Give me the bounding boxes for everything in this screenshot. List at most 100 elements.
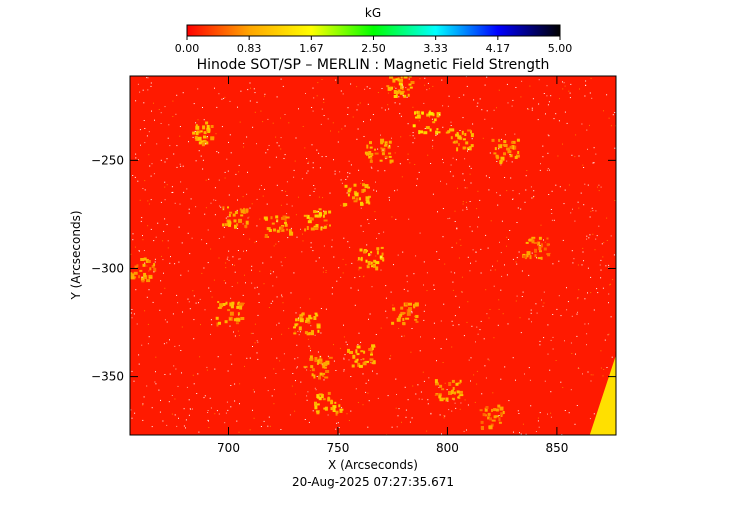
noise-pixel xyxy=(535,431,537,432)
noise-pixel xyxy=(166,321,168,323)
noise-pixel xyxy=(498,148,500,150)
noise-pixel xyxy=(550,416,552,418)
noise-pixel xyxy=(559,186,561,188)
noise-pixel xyxy=(207,419,209,421)
noise-pixel xyxy=(250,87,251,89)
noise-pixel xyxy=(176,166,178,168)
noise-pixel xyxy=(584,183,586,185)
noise-pixel xyxy=(290,292,292,294)
noise-pixel xyxy=(423,319,425,321)
noise-pixel xyxy=(306,172,308,174)
noise-pixel xyxy=(423,284,424,286)
noise-pixel xyxy=(188,141,189,143)
noise-pixel xyxy=(243,234,245,235)
noise-pixel xyxy=(238,335,240,336)
noise-pixel xyxy=(590,276,592,278)
noise-pixel xyxy=(304,419,306,420)
noise-pixel xyxy=(537,417,539,419)
noise-pixel xyxy=(590,380,592,382)
noise-pixel xyxy=(150,175,152,177)
noise-pixel xyxy=(608,302,609,304)
noise-pixel xyxy=(511,105,513,107)
field-feature-pixel xyxy=(370,347,373,352)
noise-pixel xyxy=(242,223,244,225)
noise-pixel xyxy=(205,143,207,145)
noise-pixel xyxy=(467,404,469,406)
noise-pixel xyxy=(204,395,206,397)
field-feature-pixel xyxy=(133,271,138,275)
noise-pixel xyxy=(604,339,606,341)
noise-pixel xyxy=(307,162,309,164)
field-feature-pixel xyxy=(503,152,506,156)
noise-pixel xyxy=(409,421,411,423)
noise-pixel xyxy=(530,312,532,314)
noise-pixel xyxy=(314,387,316,389)
field-feature-pixel xyxy=(435,130,439,135)
noise-pixel xyxy=(350,164,352,166)
field-feature-pixel xyxy=(387,86,392,91)
noise-pixel xyxy=(239,403,240,405)
noise-pixel xyxy=(395,87,397,89)
noise-pixel xyxy=(528,367,530,369)
noise-pixel xyxy=(356,138,358,140)
noise-pixel xyxy=(547,413,548,415)
field-feature-pixel xyxy=(449,128,453,132)
field-feature-pixel xyxy=(134,265,138,269)
field-feature-pixel xyxy=(399,78,403,82)
field-feature-pixel xyxy=(298,326,302,331)
field-feature-pixel xyxy=(235,317,240,322)
noise-pixel xyxy=(401,176,403,178)
field-feature-pixel xyxy=(200,140,204,144)
field-feature-pixel xyxy=(371,265,373,268)
noise-pixel xyxy=(506,160,508,162)
noise-pixel xyxy=(294,393,296,395)
noise-pixel xyxy=(264,377,266,379)
noise-pixel xyxy=(201,272,203,274)
noise-pixel xyxy=(147,77,149,79)
noise-pixel xyxy=(531,252,533,254)
noise-pixel xyxy=(179,126,181,127)
field-feature-pixel xyxy=(303,365,308,368)
noise-pixel xyxy=(606,240,608,241)
noise-pixel xyxy=(168,124,170,126)
noise-pixel xyxy=(449,217,451,219)
noise-pixel xyxy=(340,90,342,92)
noise-pixel xyxy=(271,395,273,397)
noise-pixel xyxy=(552,336,554,338)
noise-pixel xyxy=(395,218,397,220)
noise-pixel xyxy=(432,147,434,149)
noise-pixel xyxy=(229,325,231,327)
field-feature-pixel xyxy=(495,154,499,158)
noise-pixel xyxy=(182,92,184,94)
field-feature-pixel xyxy=(286,228,289,231)
noise-pixel xyxy=(442,162,444,164)
field-feature-pixel xyxy=(355,349,358,354)
noise-pixel xyxy=(408,218,410,220)
field-feature-pixel xyxy=(376,250,379,255)
noise-pixel xyxy=(380,269,382,271)
noise-pixel xyxy=(256,101,258,103)
field-feature-pixel xyxy=(417,110,421,115)
noise-pixel xyxy=(175,368,177,370)
field-feature-pixel xyxy=(403,76,408,79)
noise-pixel xyxy=(300,381,302,383)
noise-pixel xyxy=(273,403,275,405)
field-feature-pixel xyxy=(315,410,320,413)
noise-pixel xyxy=(463,335,465,337)
field-feature-pixel xyxy=(367,261,371,265)
noise-pixel xyxy=(357,402,359,403)
field-feature-pixel xyxy=(306,226,309,230)
field-feature-pixel xyxy=(329,224,331,227)
noise-pixel xyxy=(586,129,588,131)
noise-pixel xyxy=(465,201,467,203)
noise-pixel xyxy=(553,118,555,120)
noise-pixel xyxy=(370,166,372,168)
noise-pixel xyxy=(298,334,300,336)
noise-pixel xyxy=(420,391,422,393)
field-feature-pixel xyxy=(266,227,271,231)
noise-pixel xyxy=(468,148,470,150)
noise-pixel xyxy=(318,257,320,259)
noise-pixel xyxy=(357,128,359,130)
noise-pixel xyxy=(148,203,150,205)
field-feature-pixel xyxy=(514,145,517,150)
